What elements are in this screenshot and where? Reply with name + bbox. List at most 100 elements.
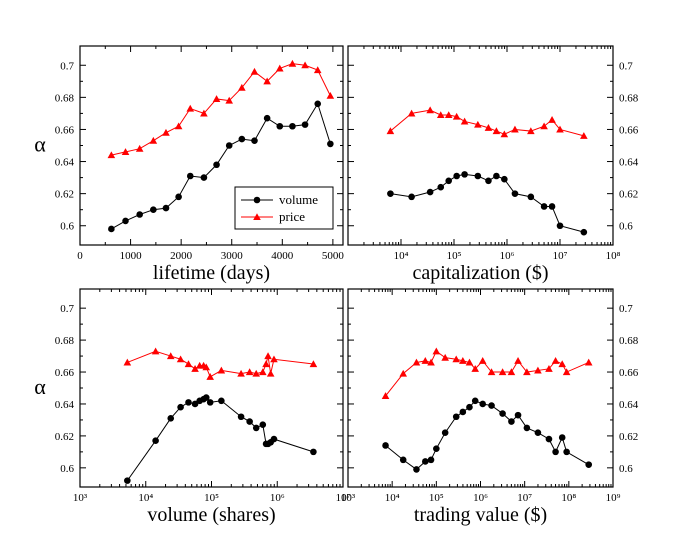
data-point-volume [437,183,445,191]
data-point-volume [252,424,260,432]
data-point-price [407,109,416,117]
data-point-volume [585,461,593,468]
data-point-price [436,111,445,119]
data-point-price [558,360,567,368]
data-point-price [545,365,553,372]
data-point-price [386,127,395,135]
data-point-price [107,151,116,159]
series-line-volume [385,400,589,471]
data-point-volume [527,193,535,201]
data-point-volume [421,458,429,465]
data-point-volume [556,222,564,230]
data-point-price [206,373,214,380]
data-point-price [523,368,531,376]
data-point-price [262,360,270,368]
data-point-volume [276,122,284,130]
x-tick-label: 10⁴ [385,492,400,504]
data-point-price [288,59,297,67]
y-tick-label: 0.7 [619,303,633,315]
x-tick-label: 5000 [322,250,345,262]
data-point-price [540,122,548,130]
data-point-price [548,116,556,123]
data-point-volume [493,172,500,180]
data-point-volume [471,397,479,405]
y-tick-label: 0.6 [60,221,74,233]
data-point-volume [263,114,271,122]
x-tick-label: 10⁸ [606,250,621,262]
data-point-price [123,358,132,366]
legend: volume price [234,186,334,230]
x-tick-label: 10⁸ [561,492,576,504]
data-point-volume [108,225,115,233]
data-point-volume [200,174,208,181]
y-tick-label: 0.64 [619,157,639,169]
x-tick-label: 10⁶ [473,492,488,504]
data-point-volume [552,448,559,456]
legend-marker-price [253,213,261,221]
data-point-price [237,369,245,377]
x-tick-label: 10⁵ [447,250,462,262]
data-point-price [217,366,226,374]
data-point-volume [548,203,556,210]
data-point-price [527,127,535,135]
data-point-volume [461,171,468,178]
data-point-price [263,77,271,85]
data-point-price [270,355,278,363]
data-point-volume [413,466,420,473]
data-point-price [432,347,441,355]
data-point-volume [523,424,531,432]
data-point-price [427,358,435,366]
data-point-price [250,67,259,75]
data-point-price [135,144,144,152]
data-point-volume [186,172,194,180]
data-point-price [258,368,267,376]
data-point-volume [479,400,487,408]
y-tick-label: 0.62 [55,431,74,443]
data-point-price [580,132,588,139]
data-point-volume [289,122,296,130]
y-tick-label: 0.68 [619,92,639,104]
y-tick-label: 0.7 [60,303,74,315]
data-point-volume [563,448,570,456]
data-point-price [174,122,183,130]
data-point-volume [327,140,334,148]
y-tick-label: 0.6 [619,221,633,233]
y-tick-label: 0.62 [619,189,638,201]
y-tick-label: 0.66 [55,367,75,379]
x-tick-label: 10⁷ [336,492,351,504]
data-point-volume [387,190,394,197]
data-point-volume [408,193,415,201]
data-point-volume [301,121,309,128]
data-point-volume [441,429,449,437]
data-point-price [426,106,434,114]
data-point-volume [545,435,553,443]
data-point-price [487,368,496,376]
data-point-volume [202,394,210,401]
data-point-volume [558,434,566,441]
data-point-price [492,127,501,135]
data-point-volume [124,477,131,484]
data-point-price [200,109,208,117]
data-point-price [151,347,160,355]
data-point-volume [580,228,588,236]
data-point-volume [175,193,182,201]
data-point-volume [310,448,317,456]
y-tick-label: 0.6 [60,463,74,475]
data-point-volume [237,413,245,421]
y-tick-label: 0.64 [55,399,75,411]
series-line-price [111,63,331,156]
data-point-price [238,83,246,91]
x-tick-label: 10⁴ [138,492,153,504]
x-axis-label: lifetime (days) [153,262,270,284]
data-point-price [245,368,254,376]
data-point-volume [499,410,506,417]
data-point-volume [474,172,482,180]
x-tick-label: 10³ [341,492,356,504]
data-point-price [534,366,542,374]
y-tick-label: 0.68 [619,335,639,347]
data-point-volume [238,135,246,143]
y-tick-label: 0.6 [619,463,633,475]
y-axis-label: α [34,132,46,157]
data-point-volume [122,217,129,225]
data-point-volume [485,177,492,185]
